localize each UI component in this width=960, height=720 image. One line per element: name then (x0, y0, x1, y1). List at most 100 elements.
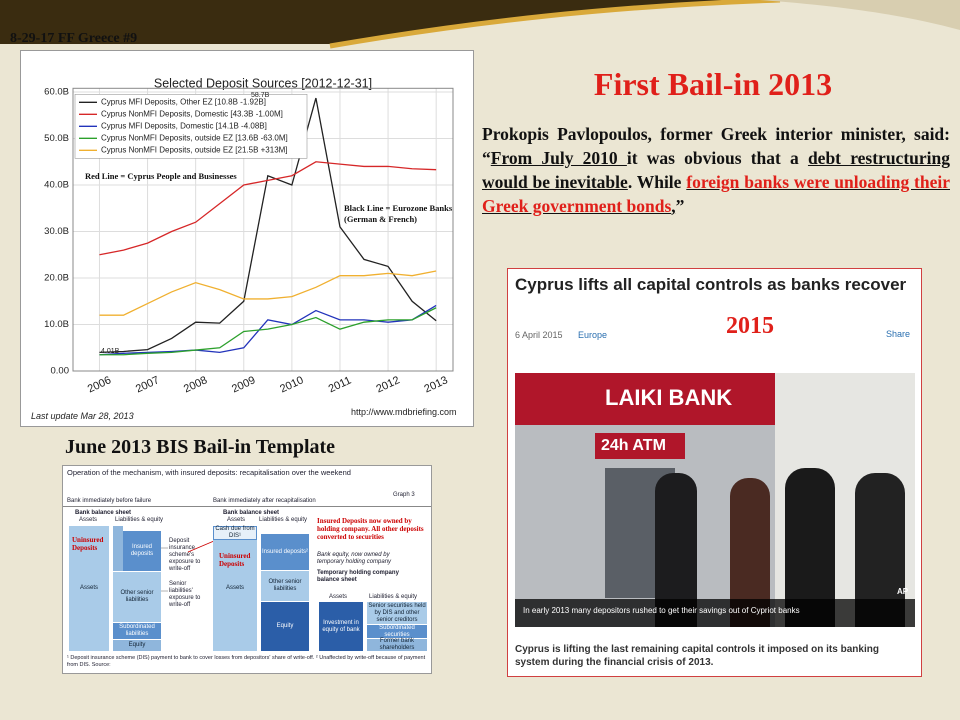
caption-bar (515, 599, 915, 627)
y-tick-label: 10.0B (44, 319, 69, 330)
quote-segment: ” (675, 196, 685, 216)
quote: Prokopis Pavlopoulos, former Greek inter… (482, 122, 950, 218)
headline: Cyprus lifts all capital controls as ban… (515, 275, 907, 294)
quote-segment: it was obvious that a (626, 148, 808, 168)
senior-note: Senior liabilities' exposure to write-of… (169, 581, 201, 608)
slide-label: 8-29-17 FF Greece #9 (10, 31, 138, 46)
update-note: Last update Mar 28, 2013 (31, 411, 134, 421)
column-header: Liabilities & equity (259, 517, 308, 523)
senior-securities-block: Senior securities held by DIS and other … (367, 602, 427, 624)
quote-segment: foreign banks were unloading their Greek… (482, 172, 950, 216)
top-right-shade (760, 0, 960, 30)
assets-block: Assets (213, 526, 257, 651)
template-title: June 2013 BIS Bail-in Template (65, 436, 336, 458)
quote-segment: , (671, 196, 676, 216)
data-line (99, 304, 437, 356)
top-band (0, 0, 760, 44)
data-line (99, 161, 437, 256)
holding-caption: Temporary holding company balance sheet (317, 570, 399, 583)
legend-label: Cyprus NonMFI Deposits, outside EZ [21.5… (101, 145, 288, 154)
footnote: ¹ Deposit insurance scheme (DIS) payment… (67, 655, 426, 668)
quote-segment: debt restructuring would be inevitable (482, 148, 950, 192)
chart: Selected Deposit Sources [2012-12-31] 0.… (44, 76, 454, 396)
column-header: Assets (227, 517, 246, 523)
atm-sign-bg (595, 433, 685, 459)
cash-due-block: Cash due from DIS¹ (213, 526, 257, 540)
data-line (99, 270, 437, 316)
equity-note: Bank equity, now owned by temporary hold… (317, 552, 392, 565)
uninsured-note: Uninsured Deposits (72, 536, 104, 552)
x-tick-label: 2007 (134, 374, 161, 395)
balance-sheet-label: Bank balance sheet (75, 510, 132, 516)
slide-title: First Bail-in 2013 (593, 66, 833, 102)
y-tick-label: 20.0B (44, 273, 69, 284)
caption: Bank immediately before failure (67, 498, 152, 504)
quote-segment: From July 2010 (490, 148, 627, 168)
y-tick-label: 40.0B (44, 180, 69, 191)
data-line (99, 307, 437, 356)
template-diagram: Operation of the mechanism, with insured… (62, 465, 432, 674)
x-tick-label: 2011 (327, 374, 354, 395)
subordinated-block: Subordinated liabilities (113, 623, 161, 639)
x-tick-label: 2012 (374, 374, 401, 395)
red-note: Insured Deposits now owned by holding co… (317, 517, 424, 541)
data-line (99, 97, 437, 354)
photo: LAIKI BANK 24h ATM In early 2013 many de… (515, 373, 915, 627)
photo-credit: AP (897, 587, 909, 596)
y-tick-label: 50.0B (44, 133, 69, 144)
graph-label: Graph 3 (393, 492, 415, 498)
balance-sheet-label: Bank balance sheet (223, 510, 280, 516)
peak-label: 58.7B (251, 92, 270, 99)
equity-block: Equity (261, 602, 309, 651)
subordinated-securities-block: Subordinated securities (367, 625, 427, 638)
former-shareholders-block: Former bank shareholders (367, 638, 427, 651)
legend-label: Cyprus MFI Deposits, Other EZ [10.8B -1.… (101, 97, 266, 106)
other-senior-block: Other senior liabilities (261, 571, 309, 601)
black-line-note: Black Line = Eurozone Banks (German & Fr… (344, 203, 453, 224)
section: Europe (578, 330, 608, 340)
quote-segment: Prokopis Pavlopoulos, former Greek inter… (482, 124, 950, 168)
column-header: Liabilities & equity (115, 517, 164, 523)
gold-swoosh (329, 0, 781, 49)
template-heading: Operation of the mechanism, with insured… (67, 468, 351, 477)
x-tick-label: 2006 (86, 374, 113, 395)
column-header: Liabilities & equity (369, 594, 418, 600)
red-line-note: Red Line = Cyprus People and Businesses (85, 171, 237, 181)
insured-block: Insured deposits² (261, 534, 309, 570)
bank-sign: LAIKI BANK (605, 385, 733, 410)
chart-title: Selected Deposit Sources [2012-12-31] (154, 76, 372, 90)
legend-label: Cyprus NonMFI Deposits, outside EZ [13.6… (101, 133, 288, 142)
bank-facade (515, 373, 775, 425)
equity-block: Equity (113, 640, 161, 651)
source-url: http://www.mdbriefing.com (351, 407, 457, 417)
x-tick-label: 2009 (230, 374, 257, 395)
x-tick-label: 2008 (182, 374, 209, 395)
x-tick-label: 2013 (422, 374, 449, 395)
start-label: 4.01B (101, 348, 120, 355)
column-header: Assets (79, 517, 98, 523)
y-tick-label: 60.0B (44, 87, 69, 98)
column-header: Assets (329, 594, 348, 600)
share-link[interactable]: Share (886, 329, 911, 339)
y-tick-label: 0.00 (51, 366, 70, 377)
insured-block: Insured deposits (123, 531, 161, 571)
atm-sign: 24h ATM (601, 437, 666, 454)
quote-segment: . While (627, 172, 687, 192)
uninsured-note: Uninsured Deposits (219, 552, 251, 568)
date: 6 April 2015 (515, 330, 563, 340)
legend-label: Cyprus MFI Deposits, Domestic [14.1B -4.… (101, 121, 267, 130)
y-tick-label: 30.0B (44, 226, 69, 237)
photo-caption: In early 2013 many depositors rushed to … (523, 606, 800, 615)
summary: Cyprus is lifting the last remaining cap… (515, 644, 879, 668)
divider (63, 506, 431, 507)
caption: Bank immediately after recapitalisation (213, 498, 316, 504)
plot-frame (72, 87, 454, 372)
x-tick-label: 2010 (278, 374, 305, 395)
other-senior-block: Other senior liabilities (113, 572, 161, 622)
dis-note: Deposit insurance scheme's exposure to w… (169, 538, 201, 572)
news-card: Cyprus lifts all capital controls as ban… (507, 268, 922, 677)
assets-block: Assets (69, 526, 109, 651)
year-label: 2015 (726, 313, 774, 339)
